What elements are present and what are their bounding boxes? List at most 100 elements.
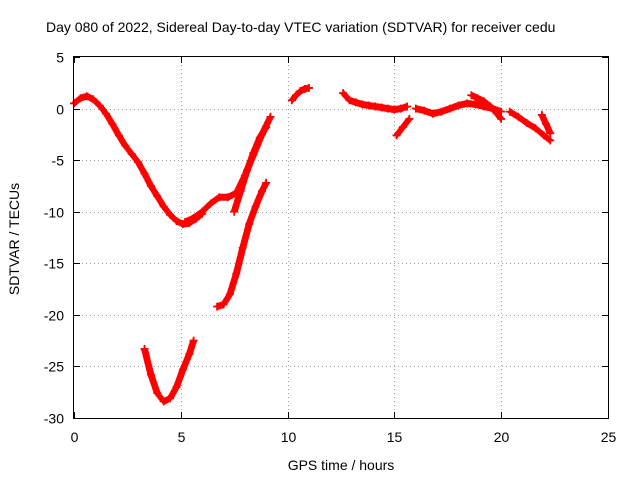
series-track-d	[213, 178, 271, 311]
data-point	[146, 370, 155, 379]
series-track-c	[140, 336, 198, 406]
data-point	[454, 101, 463, 110]
data-point	[371, 102, 380, 111]
data-point	[225, 290, 234, 299]
data-point	[405, 114, 414, 123]
y-tick-label: -25	[44, 359, 64, 375]
data-point	[467, 91, 476, 100]
series-track-l	[537, 110, 555, 138]
data-point	[296, 87, 305, 95]
data-point	[514, 112, 523, 121]
data-point	[127, 150, 136, 158]
tick-layer: 0 5 10 15 20 25 5 0 -5 -10 -15 -20 -25 -30	[44, 50, 617, 446]
series-track-h	[392, 114, 414, 140]
data-layer	[70, 83, 555, 406]
data-point	[189, 213, 198, 222]
data-point	[505, 107, 514, 116]
data-point	[255, 133, 264, 142]
data-point	[542, 120, 551, 128]
data-point	[140, 169, 149, 178]
data-point	[189, 336, 198, 345]
plot-frame	[73, 56, 609, 419]
data-point	[198, 207, 207, 216]
data-point	[305, 83, 313, 92]
y-tick-label: -15	[44, 256, 64, 272]
y-tick-label: 5	[56, 50, 64, 66]
x-tick-label: 0	[71, 429, 79, 445]
data-point	[134, 158, 143, 167]
data-point	[89, 95, 98, 104]
data-point	[546, 129, 555, 138]
data-point	[364, 101, 373, 110]
data-point	[223, 193, 232, 202]
x-tick-label: 15	[387, 429, 403, 445]
data-point	[392, 131, 401, 140]
data-point	[251, 202, 260, 211]
data-point	[522, 119, 531, 127]
data-point	[531, 124, 540, 133]
data-point	[497, 114, 506, 123]
data-point	[153, 389, 162, 398]
data-point	[166, 394, 175, 403]
data-point	[82, 92, 91, 101]
data-point	[232, 269, 241, 278]
data-point	[230, 207, 239, 216]
data-point	[473, 94, 482, 103]
data-point	[492, 109, 501, 118]
data-point	[238, 243, 247, 252]
data-point	[121, 141, 130, 150]
series-markers	[181, 113, 274, 226]
data-point	[114, 131, 123, 140]
data-point	[390, 105, 399, 114]
series-track-f	[287, 83, 313, 105]
series-track-e	[230, 123, 271, 216]
data-point	[537, 110, 546, 119]
data-point	[411, 104, 420, 113]
data-point	[146, 181, 155, 190]
y-tick-label: 0	[56, 102, 64, 118]
data-point	[539, 131, 548, 140]
data-point	[377, 103, 386, 112]
data-point	[262, 178, 271, 187]
y-tick-label: -30	[44, 411, 64, 427]
data-point	[396, 104, 405, 113]
series-track-b	[181, 112, 275, 226]
data-point	[486, 102, 495, 111]
data-point	[243, 166, 251, 175]
data-point	[153, 192, 162, 201]
series-markers	[141, 337, 198, 405]
data-point	[420, 106, 429, 115]
data-point	[358, 100, 367, 109]
data-point	[428, 109, 437, 118]
y-tick-label: -20	[44, 308, 64, 324]
data-point	[76, 94, 85, 103]
data-point	[266, 112, 275, 121]
data-point	[95, 101, 104, 110]
data-point	[206, 199, 215, 208]
grid-layer	[74, 57, 608, 418]
data-point	[181, 218, 190, 226]
data-point	[178, 365, 187, 374]
data-point	[236, 187, 245, 196]
data-point	[213, 302, 222, 311]
y-tick-label: -10	[44, 205, 64, 221]
data-point	[258, 187, 266, 196]
y-axis-label: SDTVAR / TECUs	[6, 183, 22, 295]
x-tick-label: 20	[494, 429, 510, 445]
series-track-k	[505, 107, 555, 145]
data-point	[108, 120, 117, 128]
data-point	[471, 100, 480, 109]
data-point	[384, 104, 392, 113]
data-point	[102, 109, 110, 118]
series-track-g	[339, 89, 412, 114]
data-point	[437, 107, 446, 116]
series-track-j	[467, 91, 506, 123]
y-tick-label: -5	[52, 153, 65, 169]
data-point	[172, 383, 181, 392]
data-point	[262, 123, 271, 132]
data-point	[245, 220, 254, 229]
data-point	[345, 96, 354, 105]
data-point	[172, 217, 181, 225]
data-point	[185, 350, 194, 359]
